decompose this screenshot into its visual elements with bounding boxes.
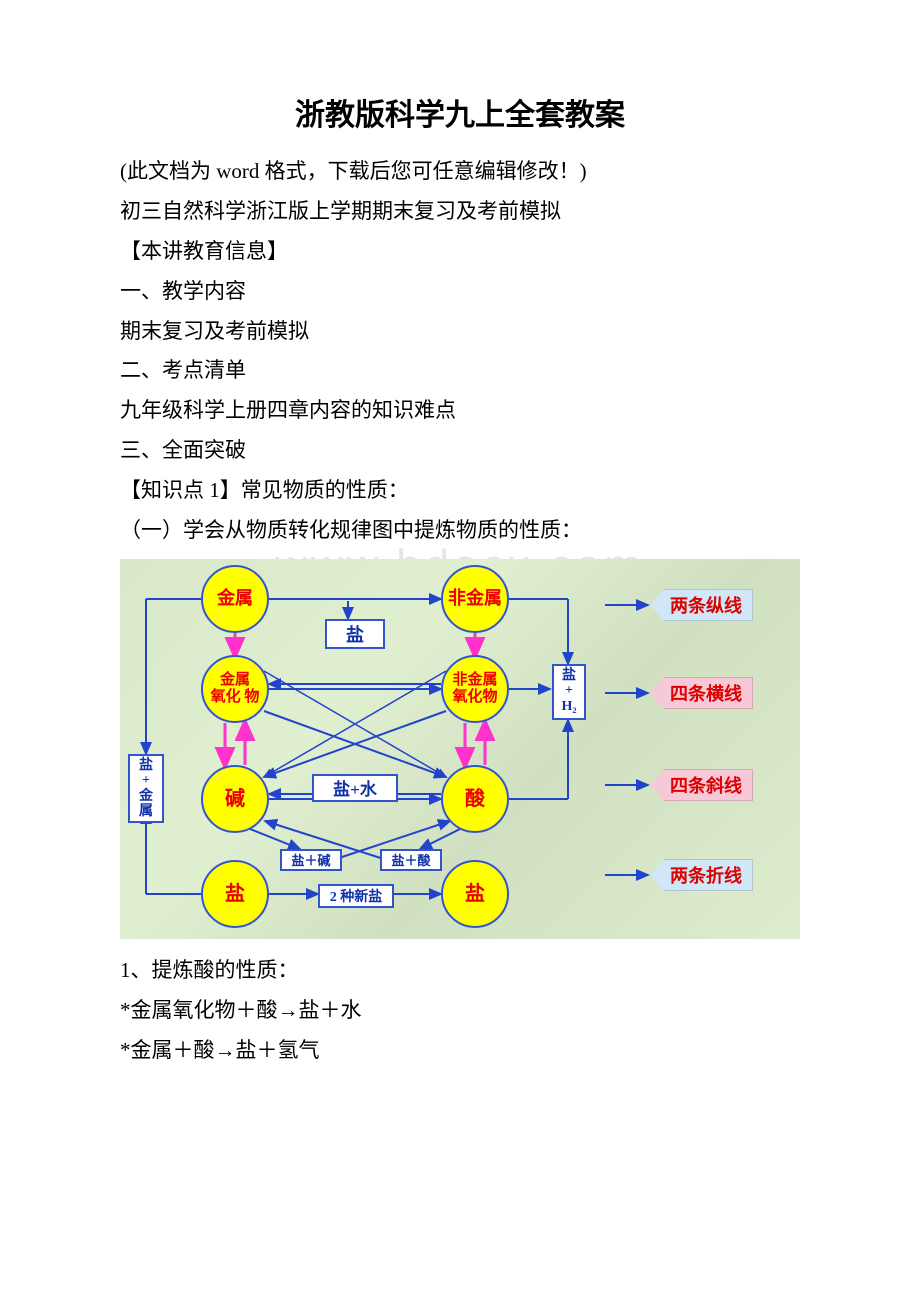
rect-two-salts: 2 种新盐	[318, 884, 394, 908]
body-after-diagram: 1、提炼酸的性质：*金属氧化物＋酸→盐＋水*金属＋酸→盐＋氢气	[120, 951, 800, 1071]
rect-salt-water: 盐+水	[312, 774, 398, 802]
page-title: 浙教版科学九上全套教案	[120, 90, 800, 134]
node-base: 碱	[201, 765, 269, 833]
node-nonmetal: 非金属	[441, 565, 509, 633]
flag-f1: 两条纵线	[650, 589, 753, 621]
flag-f4: 两条折线	[650, 859, 753, 891]
body-before-diagram: (此文档为 word 格式，下载后您可任意编辑修改！)初三自然科学浙江版上学期期…	[120, 152, 800, 551]
node-salt2: 盐	[441, 860, 509, 928]
rect-salt-base: 盐＋碱	[280, 849, 342, 871]
paragraph: 二、考点清单	[120, 351, 800, 391]
sidebox-salt-h2-right: 盐 + H₂	[552, 664, 586, 720]
paragraph: 【知识点 1】常见物质的性质：	[120, 471, 800, 511]
paragraph: 三、全面突破	[120, 431, 800, 471]
paragraph: 1、提炼酸的性质：	[120, 951, 800, 991]
node-acid: 酸	[441, 765, 509, 833]
node-salt1: 盐	[201, 860, 269, 928]
paragraph: 期末复习及考前模拟	[120, 312, 800, 352]
flag-f3: 四条斜线	[650, 769, 753, 801]
paragraph: 初三自然科学浙江版上学期期末复习及考前模拟	[120, 192, 800, 232]
node-nonmetaloxide: 非金属 氧化物	[441, 655, 509, 723]
rect-salt-acid: 盐＋酸	[380, 849, 442, 871]
paragraph: 【本讲教育信息】	[120, 232, 800, 272]
paragraph: *金属氧化物＋酸→盐＋水	[120, 991, 800, 1031]
transformation-diagram: 金属非金属金属 氧化 物非金属 氧化物碱酸盐盐盐盐+水盐＋碱盐＋酸2 种新盐盐 …	[120, 559, 800, 939]
rect-salt-top: 盐	[325, 619, 385, 649]
paragraph: 九年级科学上册四章内容的知识难点	[120, 391, 800, 431]
flag-f2: 四条横线	[650, 677, 753, 709]
node-metal: 金属	[201, 565, 269, 633]
paragraph: 一、教学内容	[120, 272, 800, 312]
node-metaloxide: 金属 氧化 物	[201, 655, 269, 723]
paragraph: （一）学会从物质转化规律图中提炼物质的性质：	[120, 511, 800, 551]
paragraph: *金属＋酸→盐＋氢气	[120, 1031, 800, 1071]
sidebox-salt-metal-left: 盐 + 金属	[128, 754, 164, 824]
paragraph: (此文档为 word 格式，下载后您可任意编辑修改！)	[120, 152, 800, 192]
